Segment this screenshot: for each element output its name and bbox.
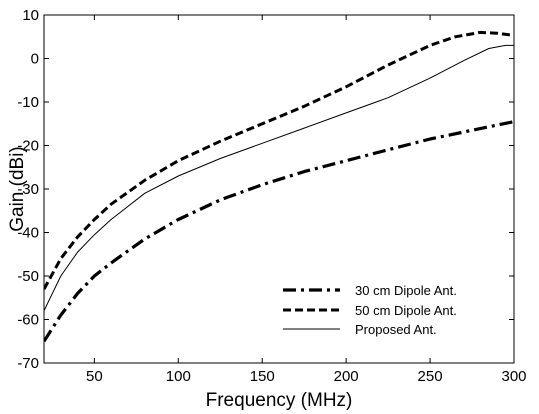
x-tick-label: 300: [501, 368, 526, 385]
y-tick-label: -40: [17, 225, 39, 242]
axis-ticks: -70 -60 -50 -40 -30 -20 -10 0 10 50 100 150 200 250 30…: [17, 7, 526, 385]
y-tick-label: -70: [17, 355, 39, 372]
x-axis-label: Frequency (MHz): [206, 390, 353, 411]
x-tick-label: 250: [418, 368, 443, 385]
legend-label-2: 50 cm Dipole Ant.: [355, 303, 457, 318]
y-tick-label: -50: [17, 268, 39, 285]
y-tick-label: -20: [17, 138, 39, 155]
series-line-1: [44, 120, 514, 343]
x-tick-label: 100: [166, 368, 191, 385]
y-tick-label: 0: [31, 51, 39, 68]
x-tick-label: 200: [334, 368, 359, 385]
legend-label-3: Proposed Ant.: [355, 322, 437, 337]
y-tick-label: -10: [17, 94, 39, 111]
y-tick-label: 10: [22, 7, 39, 24]
x-tick-label: 150: [250, 368, 275, 385]
series-line-3: [44, 44, 514, 312]
x-tick-label: 50: [86, 368, 103, 385]
series-line-2: [44, 30, 514, 290]
legend: 30 cm Dipole Ant. 50 cm Dipole Ant. Propos…: [283, 283, 457, 337]
y-tick-label: -60: [17, 312, 39, 329]
legend-label-1: 30 cm Dipole Ant.: [355, 283, 457, 298]
y-tick-label: -30: [17, 181, 39, 198]
series-lines: [44, 30, 514, 343]
y-axis-label: Gain (dBi): [7, 146, 28, 232]
